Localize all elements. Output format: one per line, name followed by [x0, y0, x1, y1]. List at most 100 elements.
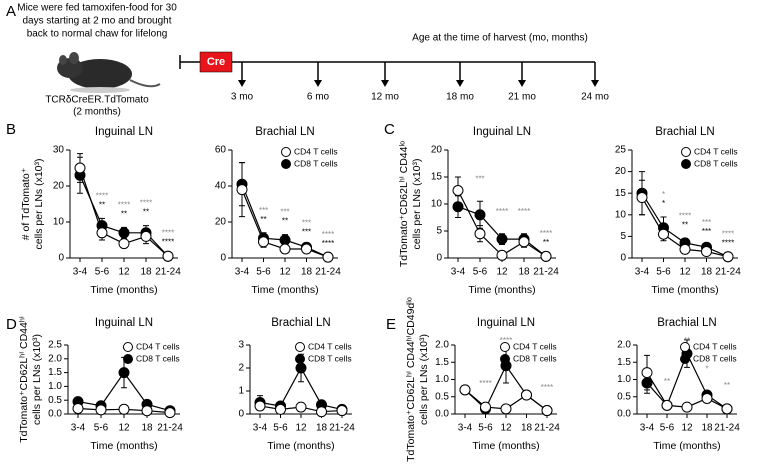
x-tick-label: 3-4 — [71, 423, 86, 434]
x-tick-label: 12 — [279, 267, 291, 278]
data-point — [254, 400, 266, 412]
panel-label: C — [384, 121, 395, 138]
data-point — [96, 227, 108, 239]
harvest-age: 21 mo — [508, 92, 536, 103]
x-tick-label: 21-24 — [155, 267, 181, 278]
legend-label: CD8 T cells — [513, 353, 557, 363]
significance-label: **** — [500, 336, 512, 345]
significance-label: ** — [543, 238, 549, 247]
legend-label: CD4 T cells — [308, 341, 352, 351]
x-axis-label: Time (months) — [468, 284, 535, 296]
legend-marker — [281, 147, 291, 157]
legend-label: CD8 T cells — [693, 353, 737, 363]
x-tick-label: 21-24 — [329, 423, 355, 434]
significance-label: **** — [96, 192, 108, 201]
y-axis-label: TdTomato⁺CD62Lʰⁱ CD44ʰⁱCD49dˡᵒ — [405, 297, 417, 462]
significance-label: *** — [302, 219, 311, 228]
significance-label: **** — [140, 199, 152, 208]
legend-marker — [681, 159, 691, 169]
y-tick-label: 3 — [238, 340, 244, 351]
x-tick-label: 18 — [701, 267, 713, 278]
significance-label: *** — [280, 208, 289, 217]
data-point — [118, 238, 130, 250]
legend-label: CD4 T cells — [294, 146, 338, 156]
chart-title: Inguinal LN — [95, 317, 153, 329]
x-axis-label: Time (months) — [472, 440, 539, 452]
significance-label: ** — [724, 381, 730, 390]
data-point — [474, 209, 486, 221]
data-point — [95, 404, 107, 416]
y-tick-label: 5 — [620, 231, 626, 242]
x-tick-label: 3-4 — [451, 267, 466, 278]
significance-label: *** — [702, 227, 711, 236]
mouse-icon — [57, 52, 161, 93]
data-point — [295, 362, 307, 374]
x-axis-label: Time (months) — [267, 440, 334, 452]
y-tick-label: 2.0 — [48, 353, 62, 364]
x-tick-label: 3-4 — [73, 267, 88, 278]
arrow-head — [381, 80, 389, 87]
panel-label: B — [6, 121, 16, 138]
y-tick-label: 1 — [238, 386, 244, 397]
data-point — [140, 230, 152, 242]
legend-label: CD4 T cells — [513, 341, 557, 351]
data-point — [641, 367, 653, 379]
chart-title: Brachial LN — [271, 317, 330, 329]
cre-box — [199, 51, 233, 73]
y-tick-label: 0.0 — [617, 409, 631, 420]
significance-label: **** — [496, 207, 508, 216]
y-tick-label: 30 — [53, 145, 65, 156]
legend-marker — [123, 354, 133, 364]
x-tick-label: 18 — [701, 423, 713, 434]
data-point — [164, 407, 176, 419]
data-point — [295, 401, 307, 413]
data-point — [540, 250, 552, 262]
legend-label: CD8 T cells — [136, 353, 180, 363]
data-point — [452, 201, 464, 213]
panel-label: E — [386, 316, 396, 333]
x-tick-label: 18 — [521, 423, 533, 434]
data-point — [474, 228, 486, 240]
data-point — [496, 249, 508, 261]
data-point — [279, 243, 291, 255]
significance-label: **** — [722, 238, 734, 247]
y-tick-label: 2.5 — [48, 340, 62, 351]
note-line: Mice were fed tamoxifen-food for 30 — [17, 3, 177, 14]
y-axis-label: cells per LNs (x10³) — [33, 158, 45, 249]
x-tick-label: 5-6 — [478, 423, 493, 434]
x-tick-label: 18 — [316, 423, 328, 434]
x-tick-label: 5-6 — [473, 267, 488, 278]
legend-marker — [500, 342, 510, 352]
legend-marker — [681, 147, 691, 157]
significance-label: **** — [162, 229, 174, 238]
x-tick-label: 18 — [301, 267, 313, 278]
x-tick-label: 5-6 — [94, 423, 109, 434]
significance-label: **** — [322, 239, 334, 248]
legend-label: CD4 T cells — [693, 341, 737, 351]
x-tick-label: 18 — [141, 423, 153, 434]
significance-label: * — [705, 365, 708, 374]
significance-label: **** — [518, 207, 530, 216]
y-tick-label: 20 — [53, 181, 65, 192]
x-tick-label: 18 — [518, 267, 530, 278]
y-tick-label: 0.5 — [617, 391, 631, 402]
data-point — [681, 401, 693, 413]
chart-title: Inguinal LN — [477, 317, 535, 329]
data-point — [275, 403, 286, 415]
panel-label: D — [6, 316, 17, 333]
y-tick-label: 15 — [431, 172, 443, 183]
x-axis-label: Time (months) — [651, 284, 718, 296]
x-tick-label: 3-4 — [458, 423, 473, 434]
note-line: days starting at 2 mo and brought — [23, 16, 172, 27]
harvest-age: 24 mo — [581, 92, 609, 103]
significance-label: **** — [540, 229, 552, 238]
data-point — [658, 228, 669, 240]
legend-marker — [680, 342, 690, 352]
significance-label: * — [662, 199, 665, 208]
arrow-head — [591, 80, 599, 87]
x-tick-label: 12 — [118, 423, 130, 434]
legend-marker — [295, 342, 305, 352]
data-point — [521, 389, 532, 401]
y-tick-label: 1.5 — [48, 367, 62, 378]
x-tick-label: 12 — [295, 423, 307, 434]
